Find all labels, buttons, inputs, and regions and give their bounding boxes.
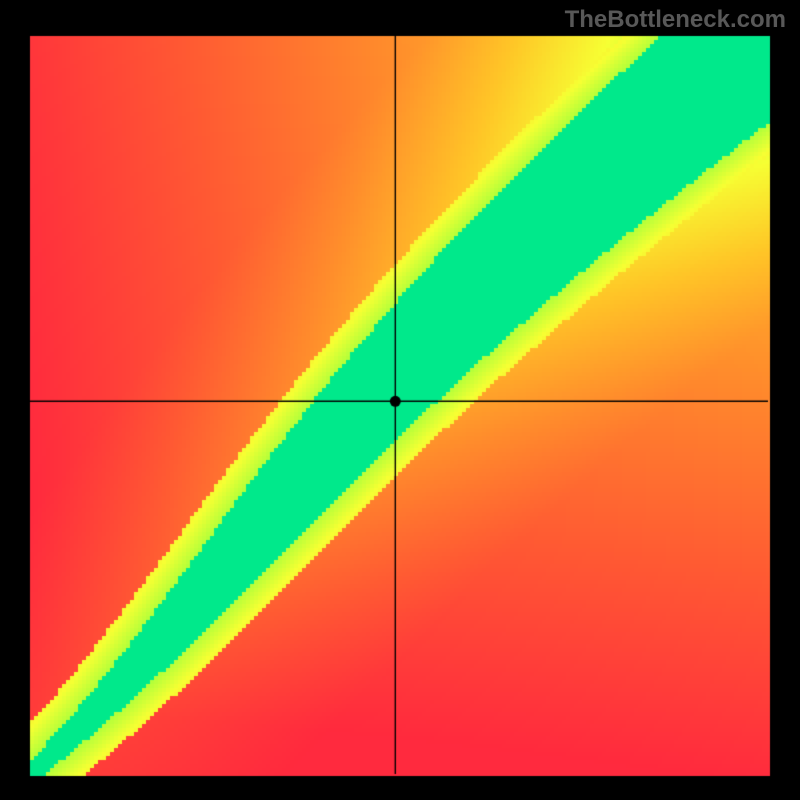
bottleneck-heatmap [0, 0, 800, 800]
watermark-text: TheBottleneck.com [565, 6, 786, 34]
